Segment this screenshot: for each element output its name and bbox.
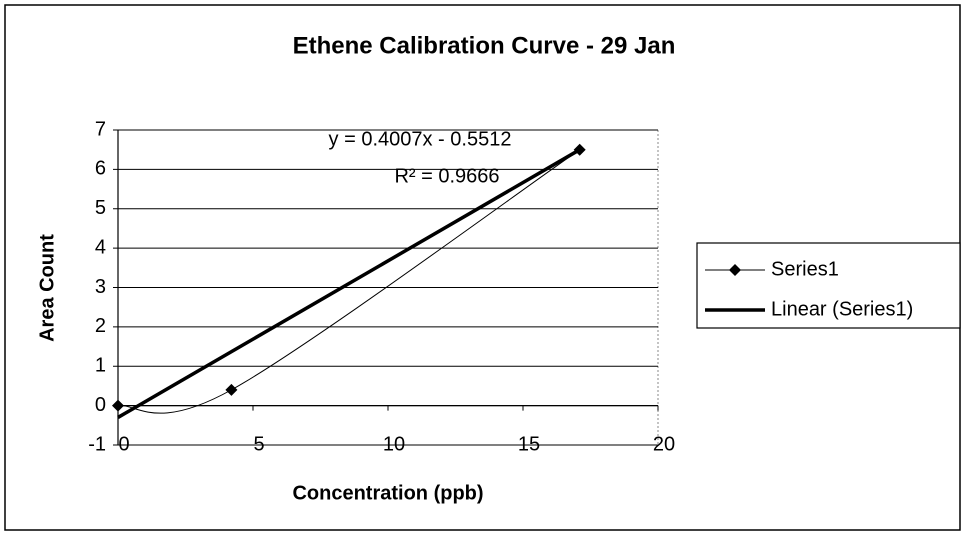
y-tick-label: 4 xyxy=(95,236,106,258)
x-axis-label: Concentration (ppb) xyxy=(292,482,483,504)
annotation: y = 0.4007x - 0.5512 xyxy=(329,128,512,150)
x-tick-label: 15 xyxy=(518,433,540,455)
chart-title: Ethene Calibration Curve - 29 Jan xyxy=(293,32,676,59)
series-line xyxy=(117,149,580,414)
y-tick-label: -1 xyxy=(88,433,106,455)
legend-label: Linear (Series1) xyxy=(771,298,913,320)
trendline xyxy=(117,148,581,419)
x-tick-label: 20 xyxy=(653,433,675,455)
y-tick-label: 5 xyxy=(95,197,106,219)
legend-marker xyxy=(729,264,741,276)
annotation: R² = 0.9666 xyxy=(394,165,499,187)
y-tick-label: 2 xyxy=(95,315,106,337)
y-tick-label: 7 xyxy=(95,118,106,140)
legend-label: Series1 xyxy=(771,258,839,280)
y-tick-label: 0 xyxy=(95,394,106,416)
x-tick-label: 5 xyxy=(253,433,264,455)
x-tick-label: 0 xyxy=(118,433,129,455)
y-axis-label: Area Count xyxy=(36,234,58,342)
x-tick-label: 10 xyxy=(383,433,405,455)
legend xyxy=(696,242,961,329)
marker xyxy=(112,399,124,412)
y-tick-label: 6 xyxy=(95,158,106,180)
marker xyxy=(225,383,238,396)
y-tick-label: 1 xyxy=(95,355,106,377)
y-tick-label: 3 xyxy=(95,276,106,298)
